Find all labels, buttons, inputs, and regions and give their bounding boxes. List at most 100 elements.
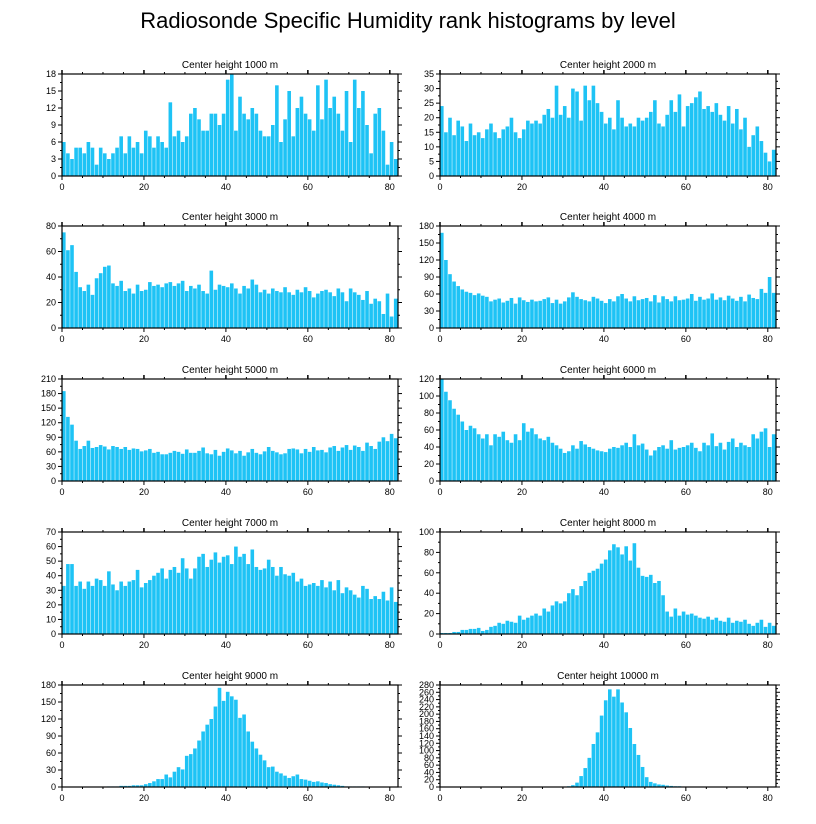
y-tick-label: 15	[46, 86, 56, 96]
bar	[628, 727, 633, 787]
bar	[262, 568, 267, 634]
bar	[131, 580, 136, 634]
bar	[238, 96, 242, 176]
bar	[180, 558, 185, 634]
bar	[283, 453, 287, 481]
panel-title: Center height 2000 m	[560, 60, 656, 71]
bar	[250, 549, 255, 634]
bar	[316, 781, 320, 787]
bar	[743, 117, 747, 176]
bar	[665, 299, 669, 328]
bar	[66, 564, 70, 634]
bar	[279, 773, 283, 787]
bar	[320, 580, 324, 634]
bar	[180, 453, 185, 481]
bar	[328, 292, 332, 328]
bar	[722, 300, 727, 328]
bar	[509, 297, 514, 328]
y-tick-label: 30	[46, 585, 56, 595]
bar	[648, 455, 653, 481]
bar	[485, 296, 489, 328]
bar	[250, 279, 255, 328]
bar	[677, 447, 682, 481]
y-tick-label: 25	[424, 98, 434, 108]
bar	[759, 288, 764, 328]
bar	[70, 245, 74, 329]
bar	[197, 556, 201, 634]
y-tick-label: 180	[41, 680, 56, 690]
bar	[107, 571, 111, 634]
bar	[275, 771, 279, 787]
bar	[575, 595, 579, 634]
bar	[369, 446, 373, 481]
bar	[279, 566, 283, 634]
x-tick-label: 80	[763, 640, 773, 650]
bar	[238, 556, 242, 634]
bar	[70, 564, 74, 634]
bar	[213, 449, 218, 481]
bar	[726, 441, 731, 481]
y-tick-label: 0	[51, 171, 56, 181]
bar	[681, 447, 686, 481]
bar	[66, 250, 70, 328]
bar	[217, 562, 222, 634]
bar	[336, 113, 341, 176]
y-tick-label: 180	[419, 716, 434, 726]
bar	[603, 700, 608, 787]
bar	[135, 448, 140, 481]
y-tick-label: 60	[46, 542, 56, 552]
bar	[246, 564, 250, 634]
bar	[348, 590, 353, 634]
y-tick-label: 20	[424, 113, 434, 123]
bar	[583, 580, 588, 634]
bar	[279, 454, 283, 481]
bar	[681, 611, 686, 634]
bar	[632, 296, 637, 328]
bar	[250, 108, 255, 176]
bar	[706, 445, 710, 481]
bar	[530, 123, 534, 176]
bar	[730, 622, 735, 634]
y-tick-label: 80	[424, 547, 434, 557]
bar	[86, 142, 91, 176]
panel-title: Center height 8000 m	[560, 518, 656, 529]
bar	[111, 446, 115, 481]
bar	[62, 142, 66, 176]
bar	[517, 440, 522, 481]
bar	[673, 296, 678, 328]
y-tick-label: 20	[424, 609, 434, 619]
bar	[238, 717, 242, 787]
bar	[242, 455, 246, 481]
bar	[452, 281, 456, 328]
bar	[612, 447, 616, 481]
bar	[526, 431, 530, 481]
bar	[291, 448, 296, 481]
x-tick-label: 60	[303, 793, 313, 803]
bar	[230, 283, 234, 329]
bar	[616, 296, 620, 328]
bar	[221, 451, 226, 481]
bar	[751, 434, 756, 481]
bar	[217, 455, 222, 481]
y-tick-label: 15	[424, 127, 434, 137]
bar	[755, 126, 760, 176]
bar	[550, 117, 555, 176]
bar	[168, 102, 173, 176]
bar	[562, 452, 567, 481]
bar	[480, 295, 485, 328]
bar	[164, 774, 169, 787]
bar	[266, 559, 271, 634]
bar	[702, 442, 706, 481]
bar	[567, 117, 571, 176]
bar	[620, 294, 624, 328]
y-tick-label: 100	[419, 746, 434, 756]
bar	[258, 569, 263, 634]
bar	[184, 755, 189, 787]
bar	[550, 605, 555, 634]
bar	[644, 117, 649, 176]
bar	[74, 147, 78, 176]
bar	[172, 136, 177, 176]
bar	[389, 316, 394, 328]
bar	[665, 611, 669, 634]
y-tick-label: 40	[424, 442, 434, 452]
